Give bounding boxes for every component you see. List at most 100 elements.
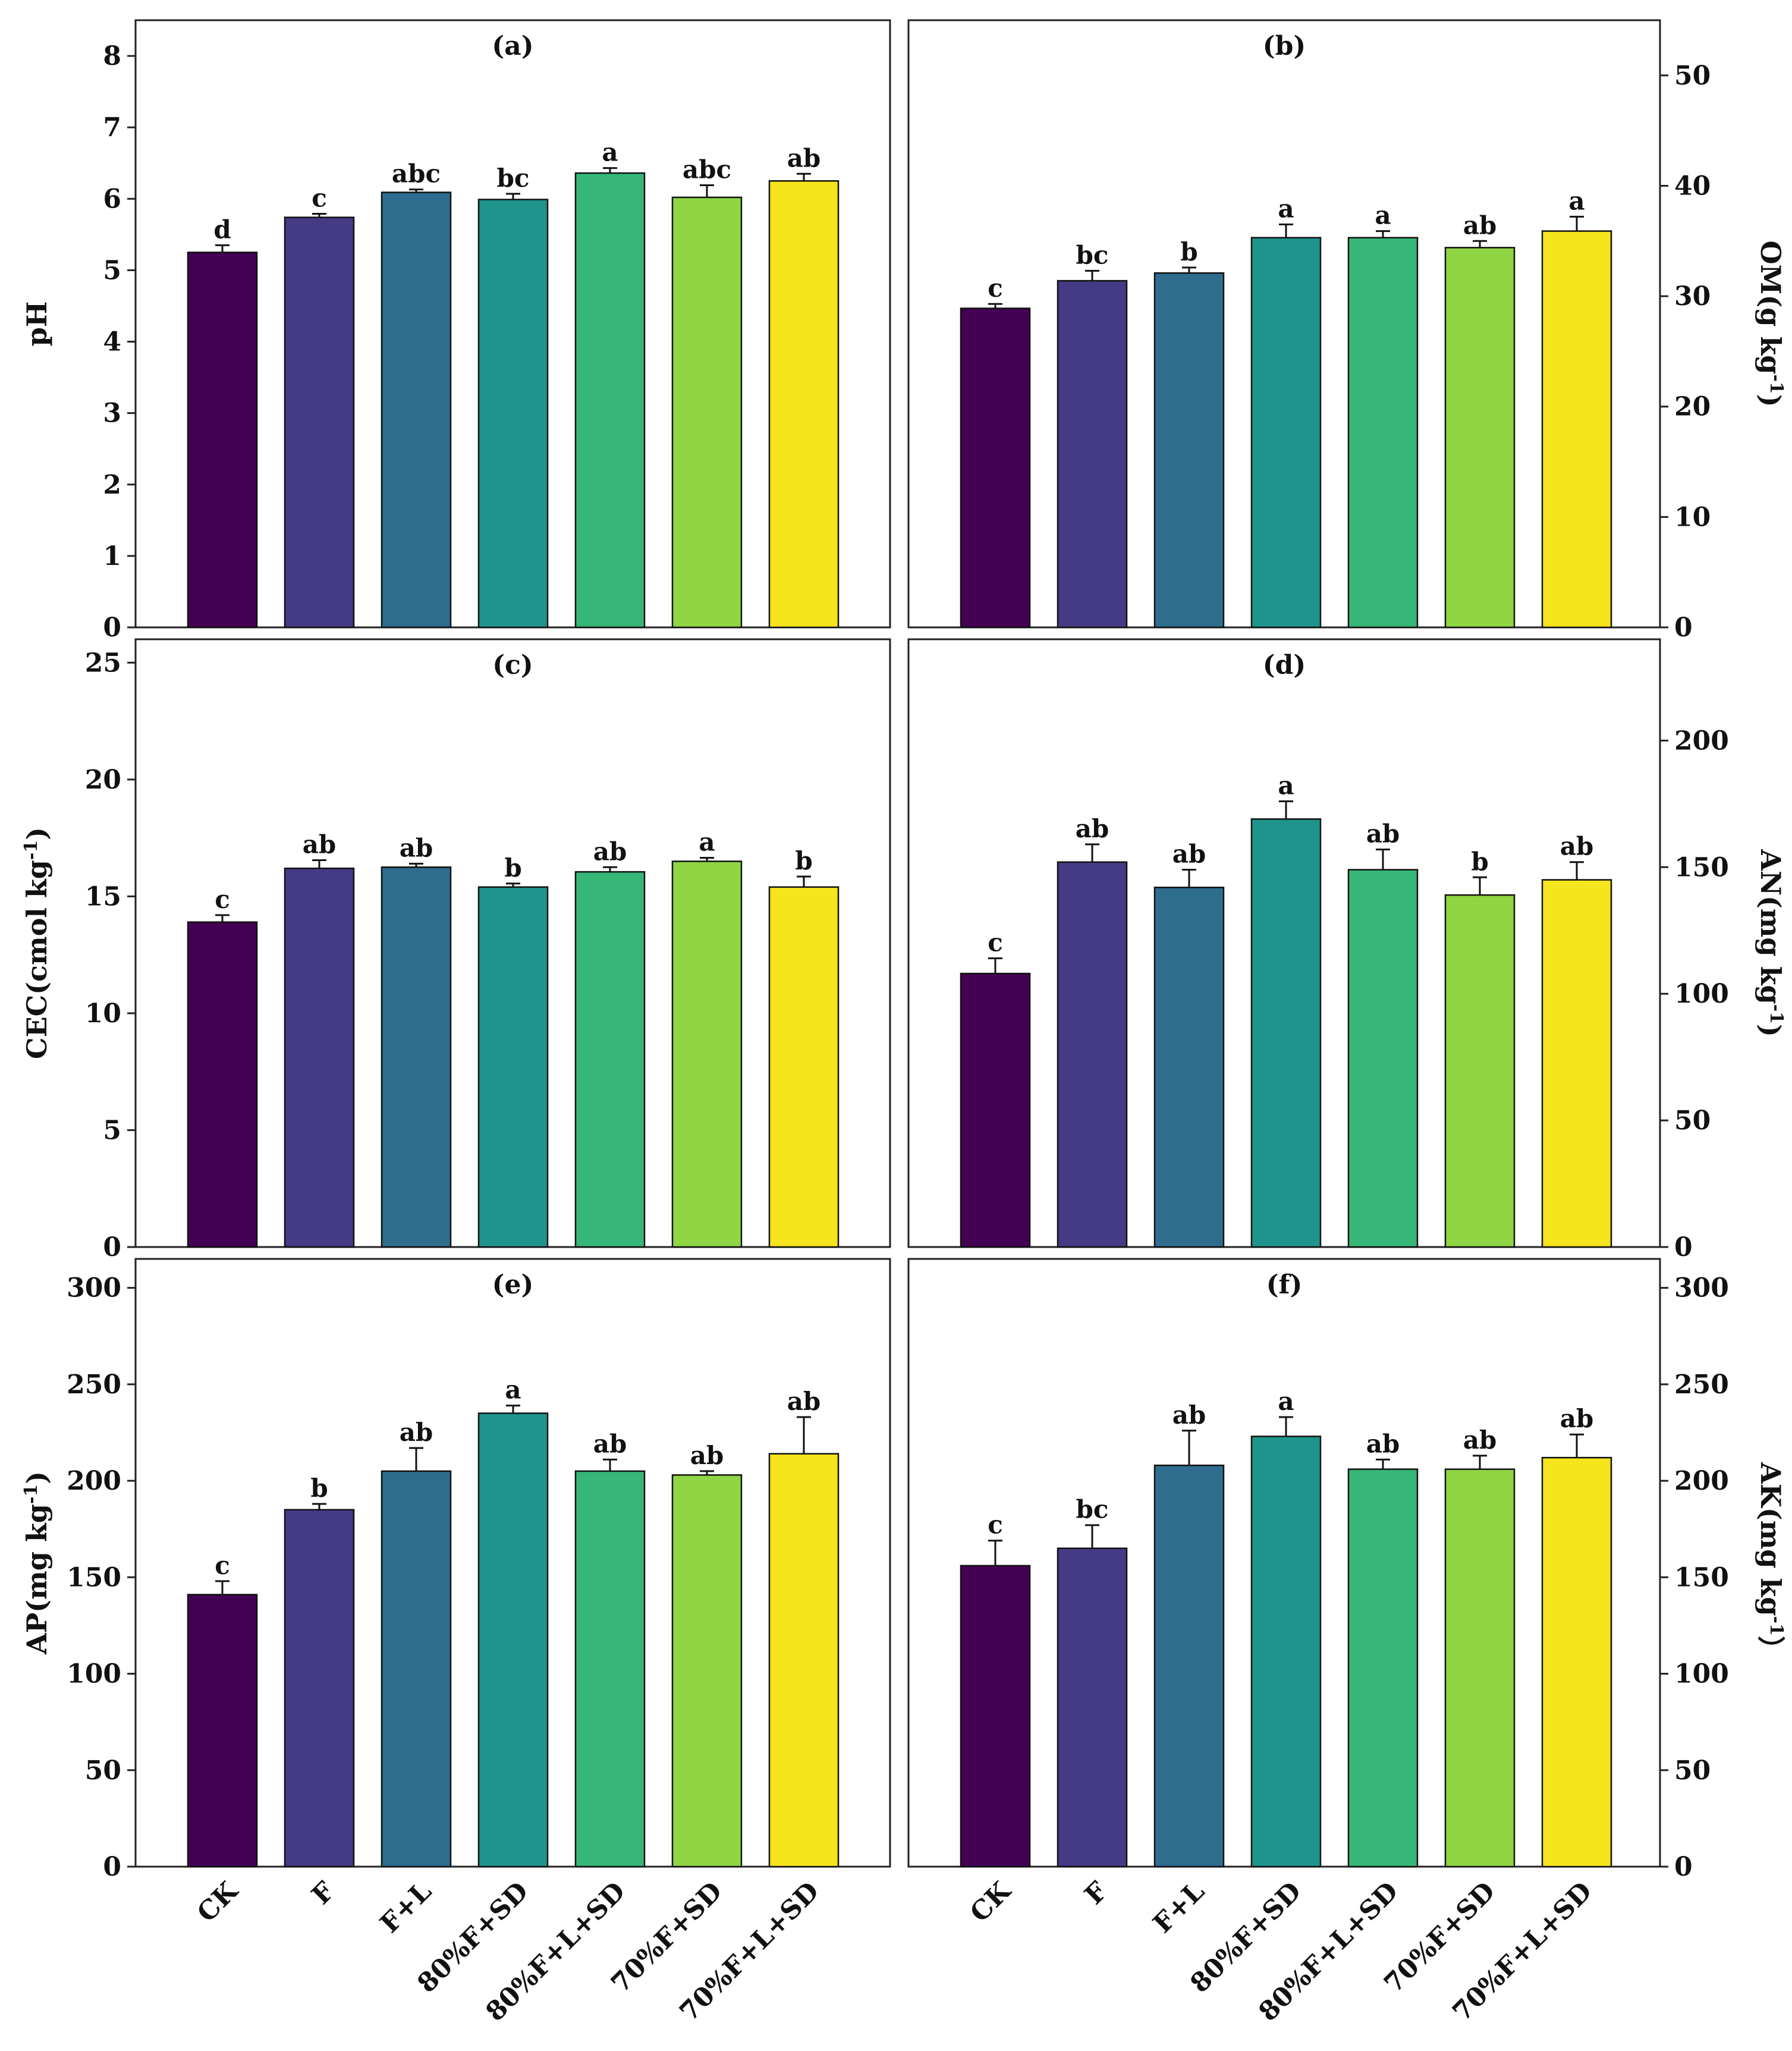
y-tick-label: 2 (103, 470, 121, 500)
significance-letter-f: b (310, 1474, 328, 1503)
significance-letter-70pctf-plus-sd: abc (683, 155, 731, 184)
y-tick-label: 250 (1674, 1370, 1729, 1400)
bar-f-plus-l (381, 866, 452, 1248)
y-tick-label: 15 (85, 881, 121, 912)
y-axis-title-main: AN(mg kg (1755, 849, 1787, 1004)
significance-letter-80pctf-plus-l-plus-sd: a (1375, 201, 1391, 230)
bar-70pctf-plus-sd (1444, 894, 1516, 1248)
bar-80pctf-plus-l-plus-sd (1347, 237, 1419, 629)
y-tick-label: 7 (103, 112, 121, 143)
bar-80pctf-plus-sd (477, 1412, 549, 1868)
bar-70pctf-plus-l-plus-sd (768, 1453, 840, 1868)
significance-letter-f-plus-l: ab (400, 1418, 433, 1447)
panel-b: 0 10 20 30 40 50 OM(g kg-1) (b) c bc b a a ab a (907, 19, 1787, 643)
bar-70pctf-plus-l-plus-sd (768, 886, 840, 1248)
y-tick-label: 50 (1674, 61, 1711, 91)
bar-70pctf-plus-sd (671, 196, 743, 629)
bar-ck (187, 1594, 258, 1868)
y-tick-label: 200 (1674, 725, 1729, 756)
y-tick-label: 4 (103, 327, 121, 357)
y-axis-title-end: ) (1755, 394, 1787, 407)
y-tick-label: 100 (67, 1659, 121, 1689)
significance-letter-f: c (312, 184, 327, 213)
significance-letter-80pctf-plus-sd: b (504, 853, 521, 882)
y-tick-label: 10 (1674, 502, 1711, 532)
y-axis-title: AK(mg kg-1） (1755, 1462, 1787, 1663)
y-tick-label: 150 (1674, 1562, 1729, 1593)
y-tick-label: 30 (1674, 281, 1711, 312)
panel-a: 0 1 2 3 4 5 6 7 8 pH (a) d c abc bc a abc ab (21, 19, 891, 643)
significance-letter-80pctf-plus-l-plus-sd: ab (593, 837, 627, 866)
y-tick-label: 40 (1674, 171, 1711, 201)
y-tick-label: 20 (85, 765, 121, 795)
significance-letter-70pctf-plus-sd: ab (690, 1441, 724, 1470)
significance-letter-ck: c (988, 928, 1003, 957)
bar-80pctf-plus-l-plus-sd (1347, 869, 1419, 1248)
panel-label: (b) (1263, 31, 1306, 61)
y-tick-label: 0 (1674, 1232, 1693, 1262)
y-axis-title-end: ） (1755, 1636, 1787, 1663)
y-axis-title-main: CEC(cmol kg (21, 860, 53, 1059)
significance-letter-f-plus-l: ab (400, 833, 433, 862)
significance-letter-70pctf-plus-l-plus-sd: ab (1560, 832, 1594, 861)
bar-f-plus-l (381, 191, 452, 629)
significance-letter-80pctf-plus-sd: a (1278, 194, 1294, 223)
bar-70pctf-plus-sd (1444, 1468, 1516, 1868)
significance-letter-f: bc (1076, 1495, 1109, 1524)
significance-letter-80pctf-plus-sd: a (505, 1375, 521, 1405)
bar-70pctf-plus-l-plus-sd (1541, 879, 1612, 1248)
y-tick-label: 5 (103, 255, 121, 285)
significance-letter-f-plus-l: abc (392, 159, 441, 189)
bar-80pctf-plus-l-plus-sd (574, 871, 646, 1248)
bar-70pctf-plus-sd (671, 860, 743, 1248)
y-axis-title-main: pH (21, 301, 53, 347)
significance-letter-80pctf-plus-l-plus-sd: ab (1366, 1429, 1400, 1458)
significance-letter-70pctf-plus-sd: b (1471, 847, 1488, 876)
y-axis-title-sup: -1 (1766, 374, 1787, 394)
bar-ck (960, 1565, 1031, 1868)
significance-letter-70pctf-plus-l-plus-sd: a (1568, 186, 1584, 215)
bar-f-plus-l (381, 1470, 452, 1868)
significance-letter-70pctf-plus-l-plus-sd: b (795, 846, 812, 875)
y-axis-title-end: ) (1755, 1024, 1787, 1037)
panel-label: (c) (492, 650, 533, 680)
y-axis-title-main: OM(g kg (1755, 240, 1787, 374)
y-tick-label: 0 (103, 613, 121, 643)
y-tick-label: 50 (85, 1755, 121, 1786)
bar-f (1057, 861, 1128, 1248)
significance-letter-ck: c (215, 1551, 230, 1580)
bar-f (1057, 1547, 1128, 1868)
y-tick-label: 250 (67, 1370, 121, 1400)
panel-label: (f) (1266, 1270, 1303, 1300)
category-label-f: F (1079, 1876, 1114, 1911)
category-label-f-plus-l: F+L (375, 1876, 438, 1939)
bar-ck (187, 252, 258, 629)
y-tick-label: 200 (1674, 1466, 1729, 1496)
significance-letter-80pctf-plus-l-plus-sd: ab (593, 1429, 627, 1458)
y-tick-label: 0 (1674, 1852, 1693, 1882)
bar-80pctf-plus-sd (1250, 237, 1322, 629)
bar-f (284, 867, 355, 1248)
bar-f-plus-l (1153, 272, 1225, 629)
y-axis-title-end: ) (21, 827, 53, 840)
y-tick-label: 150 (67, 1562, 121, 1593)
y-axis-title-end: ) (21, 1471, 53, 1484)
y-axis-title-sup: -1 (21, 1484, 42, 1504)
significance-letter-f: bc (1076, 240, 1109, 269)
bar-ck (960, 307, 1031, 629)
y-tick-label: 300 (67, 1273, 121, 1304)
significance-letter-80pctf-plus-sd: a (1278, 771, 1294, 800)
category-label-f: F (306, 1876, 341, 1911)
panel-f: 0 50 100 150 200 250 300 AK(mg kg-1） (f) c CK bc Fab… (907, 1258, 1787, 2027)
y-tick-label: 5 (103, 1115, 121, 1145)
y-tick-label: 10 (85, 998, 121, 1029)
significance-letter-70pctf-plus-l-plus-sd: ab (787, 1387, 821, 1416)
significance-letter-f-plus-l: ab (1172, 840, 1206, 869)
significance-letter-f-plus-l: ab (1172, 1400, 1206, 1430)
panel-d: 0 50 100 150 200 AN(mg kg-1) (d) c ab ab a ab b ab (907, 638, 1787, 1262)
significance-letter-ck: c (988, 274, 1003, 303)
significance-letter-80pctf-plus-l-plus-sd: ab (1366, 819, 1400, 848)
bar-ck (960, 972, 1031, 1248)
bar-80pctf-plus-l-plus-sd (1347, 1468, 1419, 1868)
